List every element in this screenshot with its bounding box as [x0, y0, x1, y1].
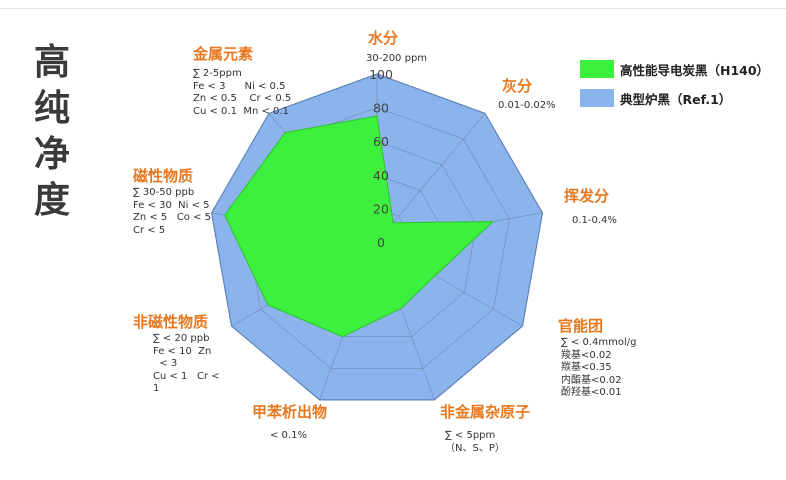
legend-item-h140: 高性能导电炭黑（H140） [580, 58, 769, 80]
legend-label-ref: 典型炉黑（Ref.1） [620, 91, 732, 107]
note-metal-elements: ∑ 2-5ppm Fe < 3 Ni < 0.5 Zn < 0.5 Cr < 0… [193, 68, 292, 117]
tick-label-40: 40 [373, 168, 389, 183]
legend-swatch-h140 [580, 60, 614, 78]
tick-label-60: 60 [373, 134, 389, 149]
axis-label-functional-groups: 官能团 [558, 317, 604, 335]
side-title-char-2: 纯 [33, 88, 70, 129]
note-moisture: 30-200 ppm [366, 53, 428, 64]
legend: 高性能导电炭黑（H140） 典型炉黑（Ref.1） [580, 58, 769, 116]
axis-label-ash: 灰分 [502, 77, 533, 95]
side-title: 高 纯 净 度 [30, 40, 74, 224]
tick-label-80: 80 [373, 101, 389, 116]
axis-label-volatile: 挥发分 [564, 187, 610, 205]
note-ash: 0.01-0.02% [498, 100, 556, 111]
legend-swatch-ref [580, 89, 614, 107]
axis-label-metal-elements: 金属元素 [193, 45, 254, 63]
side-title-char-1: 高 [33, 42, 70, 83]
legend-label-h140: 高性能导电炭黑（H140） [620, 62, 770, 78]
series-h140-area [224, 115, 495, 338]
axis-label-nonmagnetic: 非磁性物质 [133, 313, 209, 331]
top-divider [0, 8, 786, 9]
note-nonmagnetic: ∑ < 20 ppb Fe < 10 Zn < 3 Cu < 1 Cr < 1 [153, 333, 220, 394]
axis-label-moisture: 水分 [368, 29, 399, 47]
note-functional-groups: ∑ < 0.4mmol/g 羧基<0.02 羰基<0.35 内酯基<0.02 酚… [561, 337, 637, 398]
note-magnetic: ∑ 30-50 ppb Fe < 30 Ni < 5 Zn < 5 Co < 5… [133, 187, 212, 236]
axis-label-nonmetal-heteroatoms: 非金属杂原子 [440, 403, 531, 421]
note-volatile: 0.1-0.4% [572, 215, 617, 226]
tick-label-20: 20 [373, 201, 389, 216]
axis-label-toluene-extract: 甲苯析出物 [252, 403, 328, 421]
note-toluene-extract: < 0.1% [270, 430, 307, 441]
side-title-char-3: 净 [33, 134, 70, 175]
axis-spoke-1 [376, 113, 486, 243]
side-title-char-4: 度 [33, 180, 70, 221]
tick-label-100: 100 [369, 67, 393, 82]
grid-ring-100 [211, 73, 543, 401]
axis-label-magnetic: 磁性物质 [133, 167, 194, 185]
tick-label-0: 0 [377, 235, 385, 250]
note-nonmetal-heteroatoms: ∑ < 5ppm （N、S、P） [445, 430, 505, 454]
legend-item-ref: 典型炉黑（Ref.1） [580, 87, 769, 109]
